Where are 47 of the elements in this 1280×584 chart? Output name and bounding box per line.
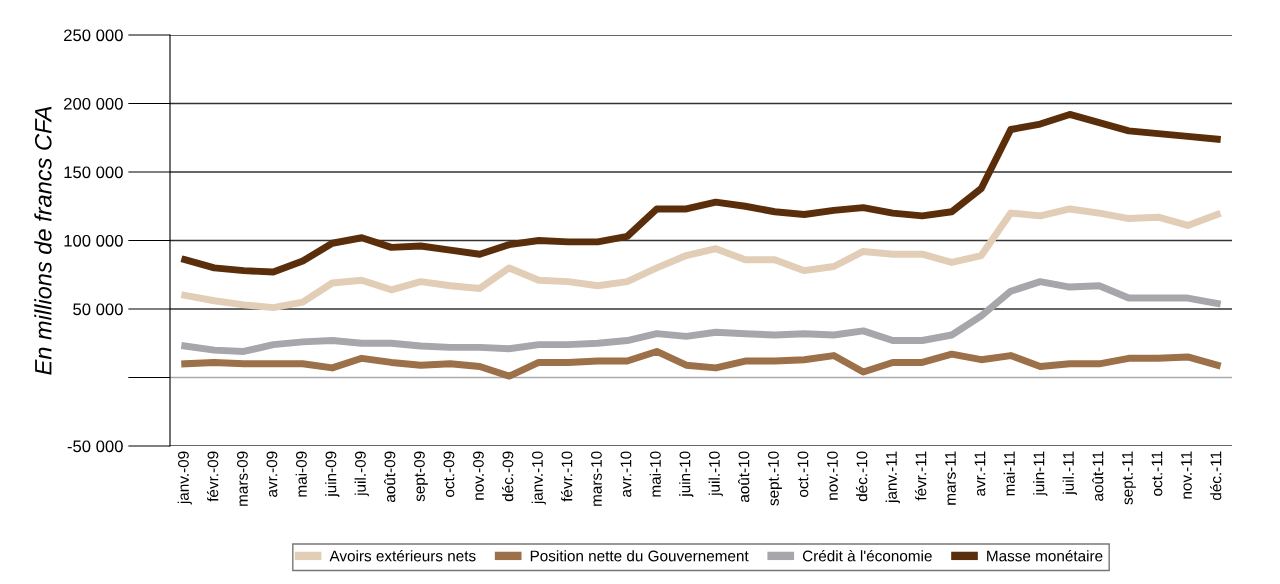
y-tick-label: 200 000 [64,97,123,110]
x-tick-label: oct.-11 [1151,451,1163,496]
x-tick-label: janv.-11 [885,451,900,504]
x-tick-label: févr.-10 [560,451,573,502]
x-tick-label: févr.-11 [914,451,927,501]
x-tick-label: mai-11 [1003,451,1015,496]
y-axis-title: En millions de francs CFA [34,106,52,375]
x-tick-label: oct.-10 [797,451,809,497]
x-tick-label: déc.-09 [501,451,514,502]
x-tick-label: avr.-11 [974,451,986,496]
x-tick-label: nov.-09 [473,451,484,500]
y-tick-label: -50 000 [67,440,123,453]
legend-label: Crédit à l'économie [802,549,932,562]
x-tick-label: juin-10 [679,451,694,498]
x-tick-label: janv.-10 [531,451,546,505]
x-tick-label: juin-11 [1033,451,1048,496]
x-tick-label: sept-09 [414,451,428,502]
x-tick-label: nov.-11 [1181,451,1192,499]
x-tick-label: août-09 [384,451,396,503]
y-tick-label: 50 000 [73,303,123,316]
x-tick-label: févr.-09 [206,451,219,502]
x-tick-label: mai-09 [295,451,307,497]
x-tick-label: sept.-11 [1122,451,1136,505]
x-tick-label: août-10 [738,451,750,503]
x-tick-label: mars-10 [591,451,602,506]
x-tick-label: déc.-11 [1209,451,1222,501]
legend-label: Avoirs extérieurs nets [329,549,476,562]
x-tick-label: juil.-10 [708,451,723,497]
y-tick-label: 250 000 [64,29,123,42]
x-tick-label: juil.-11 [1062,451,1077,496]
x-tick-label: avr.-09 [266,451,278,497]
legend-label: Position nette du Gouvernement [530,550,749,562]
x-tick-label: sept.-10 [768,451,782,506]
x-tick-label: juil.-09 [354,451,369,497]
x-tick-label: mai-10 [649,451,661,497]
x-tick-label: août-11 [1092,451,1104,501]
x-tick-label: juin-09 [325,451,340,498]
x-tick-label: janv.-09 [177,451,192,505]
x-tick-label: mars-11 [945,451,956,505]
legend-label: Masse monétaire [987,549,1103,562]
x-tick-label: oct.-09 [443,451,455,497]
y-tick-label: 100 000 [64,234,123,247]
y-tick-label: 150 000 [64,166,123,179]
x-tick-label: avr.-10 [620,451,632,497]
x-tick-label: déc.-10 [855,451,868,502]
x-tick-label: mars-09 [237,451,248,506]
x-tick-label: nov.-10 [827,451,838,500]
